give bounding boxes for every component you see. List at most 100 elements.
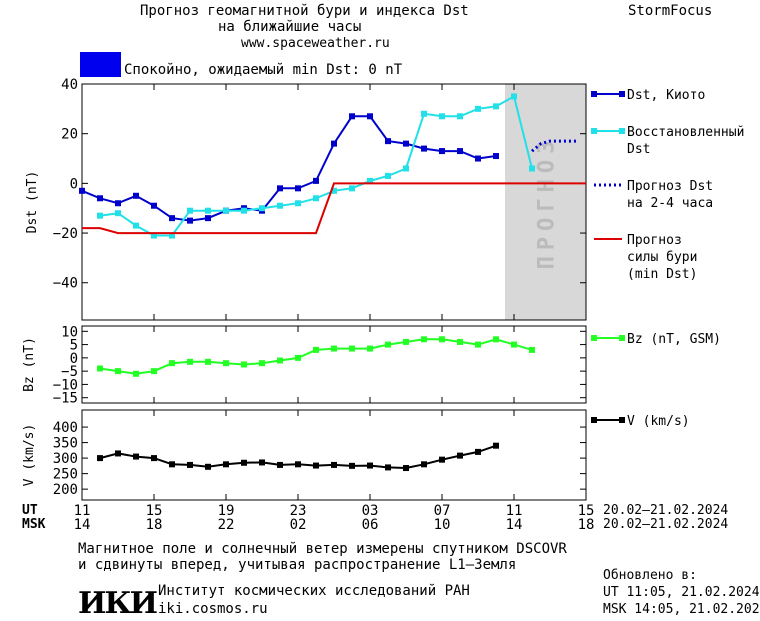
- data-point-v: [205, 463, 211, 470]
- data-point-bz: [475, 341, 481, 348]
- y-tick-label: 300: [53, 451, 78, 467]
- legend-label: V (km/s): [627, 414, 690, 429]
- x-tick-label-ut: 11: [506, 503, 523, 519]
- series-line-storm_forecast: [82, 182, 586, 235]
- x-tick-label-ut: 03: [362, 503, 379, 519]
- data-point-dst_kyoto: [79, 187, 85, 194]
- y-axis-label: Dst (nT): [25, 171, 40, 234]
- data-point-dst_restored: [475, 105, 481, 112]
- data-point-dst_kyoto: [97, 195, 103, 202]
- data-point-v: [313, 462, 319, 469]
- updated-msk: MSK 14:05, 21.02.2024: [603, 602, 760, 617]
- legend-label: Восстановленный: [627, 125, 744, 140]
- data-point-dst_restored: [403, 165, 409, 172]
- data-point-bz: [97, 365, 103, 372]
- data-point-v: [151, 455, 157, 462]
- data-point-dst_kyoto: [151, 202, 157, 209]
- y-tick-label: 40: [61, 77, 78, 93]
- chart-subtitle: на ближайшие часы: [218, 19, 362, 35]
- data-point-bz: [205, 358, 211, 365]
- legend-marker: [619, 91, 625, 97]
- date-range-msk: 20.02–21.02.2024: [603, 517, 728, 532]
- data-point-dst_restored: [169, 232, 175, 239]
- data-point-dst_kyoto: [115, 200, 121, 207]
- data-point-bz: [403, 338, 409, 345]
- y-tick-label: 0: [70, 351, 78, 367]
- data-point-bz: [277, 357, 283, 364]
- data-point-dst_restored: [331, 187, 337, 194]
- y-tick-label: −40: [53, 276, 78, 292]
- data-point-bz: [439, 336, 445, 343]
- x-tick-label-ut: 07: [434, 503, 451, 519]
- institute-url[interactable]: iki.cosmos.ru: [158, 601, 268, 617]
- data-point-v: [349, 462, 355, 469]
- data-point-dst_restored: [223, 207, 229, 214]
- data-point-bz: [151, 368, 157, 375]
- data-point-bz: [313, 346, 319, 353]
- legend-marker: [591, 417, 597, 423]
- x-tick-label-msk: 22: [218, 517, 235, 533]
- y-tick-label: 200: [53, 482, 78, 498]
- plot-frame: [81, 409, 587, 501]
- y-axis-label: V (km/s): [22, 424, 37, 487]
- y-tick-label: 5: [70, 338, 78, 354]
- series-line-dst_restored: [99, 94, 533, 237]
- data-point-v: [331, 461, 337, 468]
- x-tick-label-msk: 06: [362, 517, 379, 533]
- x-tick-label-msk: 14: [74, 517, 91, 533]
- brand-name: StormFocus: [628, 3, 713, 19]
- data-point-bz: [187, 358, 193, 365]
- y-tick-label: 400: [53, 420, 78, 436]
- forecast-band: [505, 84, 586, 320]
- data-point-bz: [223, 360, 229, 367]
- status-color-box: [80, 52, 121, 77]
- data-point-v: [277, 461, 283, 468]
- data-point-v: [457, 452, 463, 459]
- data-point-v: [115, 450, 121, 457]
- data-point-v: [493, 442, 499, 449]
- y-tick-label: 350: [53, 436, 78, 452]
- y-tick-label: 20: [61, 127, 78, 143]
- data-point-dst_restored: [493, 103, 499, 110]
- legend-marker: [591, 335, 597, 341]
- date-range-ut: 20.02–21.02.2024: [603, 503, 728, 518]
- x-tick-label-ut: 19: [218, 503, 235, 519]
- plot-frame: [81, 325, 587, 404]
- data-point-bz: [169, 360, 175, 367]
- legend-label: Bz (nT, GSM): [627, 332, 721, 347]
- data-point-dst_kyoto: [493, 153, 499, 160]
- data-point-bz: [421, 336, 427, 343]
- data-point-v: [421, 461, 427, 468]
- data-point-dst_restored: [241, 207, 247, 214]
- x-tick-label-msk: 14: [506, 517, 523, 533]
- data-point-dst_kyoto: [205, 215, 211, 222]
- data-point-bz: [241, 361, 247, 368]
- data-point-dst_restored: [115, 210, 121, 217]
- x-axis-msk-label: MSK: [22, 517, 46, 532]
- data-point-dst_kyoto: [295, 185, 301, 192]
- data-point-v: [295, 461, 301, 468]
- legend-marker: [591, 128, 597, 134]
- data-point-dst_restored: [133, 222, 139, 229]
- data-point-v: [133, 453, 139, 460]
- data-point-v: [223, 461, 229, 468]
- y-tick-label: −5: [61, 364, 78, 380]
- site-url[interactable]: www.spaceweather.ru: [241, 36, 390, 51]
- x-tick-label-msk: 18: [146, 517, 163, 533]
- data-point-dst_restored: [367, 177, 373, 184]
- data-point-dst_restored: [529, 165, 535, 172]
- data-point-dst_restored: [205, 207, 211, 214]
- footer-note-line1: Магнитное поле и солнечный ветер измерен…: [78, 541, 567, 557]
- data-point-v: [97, 455, 103, 462]
- legend-label: (min Dst): [627, 267, 697, 282]
- legend-marker: [619, 335, 625, 341]
- data-point-dst_kyoto: [475, 155, 481, 162]
- data-point-dst_kyoto: [277, 185, 283, 192]
- x-tick-label-msk: 02: [290, 517, 307, 533]
- y-tick-label: 0: [70, 176, 78, 192]
- legend-label: Прогноз Dst: [627, 179, 713, 194]
- data-point-dst_kyoto: [133, 192, 139, 199]
- x-axis-ut-label: UT: [22, 503, 38, 518]
- data-point-bz: [115, 368, 121, 375]
- series-line-bz: [99, 338, 533, 375]
